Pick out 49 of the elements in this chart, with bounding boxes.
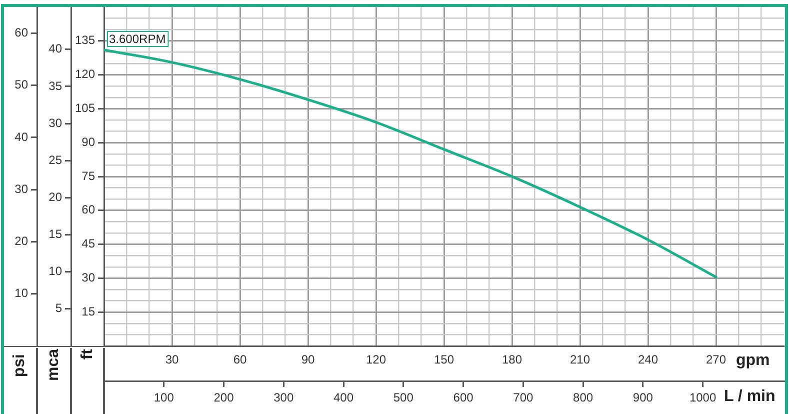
- x2-tick-label: 700: [513, 390, 534, 405]
- y-tick-label: 135: [74, 33, 96, 48]
- y2-tick-label: 30: [48, 116, 62, 130]
- y-tick-label: 105: [74, 101, 96, 116]
- y2-tick-label: 25: [48, 152, 62, 167]
- x-axis-title: gpm: [736, 352, 770, 369]
- x-tick-label: 210: [570, 352, 590, 367]
- y-tick-label: 45: [82, 236, 96, 251]
- y2-tick-label: 20: [48, 190, 62, 204]
- x2-axis-title: L / min: [724, 388, 776, 405]
- y-tick-label: 90: [82, 134, 96, 149]
- x2-tick-label: 400: [334, 390, 354, 405]
- x-tick-label: 30: [165, 352, 179, 367]
- line-series: [104, 48, 718, 278]
- x-tick-label: 60: [233, 352, 247, 367]
- y-axis-title: ft: [79, 349, 96, 360]
- y3-tick-label: 60: [14, 26, 28, 40]
- y3-tick-label: 30: [14, 182, 28, 196]
- y2-tick-label: 15: [48, 227, 62, 242]
- y-tick-label: 120: [74, 67, 96, 82]
- x2-tick-label: 200: [214, 390, 234, 405]
- x-tick-label: 180: [502, 352, 522, 367]
- y2-axis-title: mca: [45, 349, 62, 382]
- y2-tick-label: 5: [55, 301, 62, 316]
- x2-tick-label: 900: [632, 390, 654, 405]
- y-tick-label: 60: [82, 202, 96, 217]
- y-tick-label: 30: [82, 270, 96, 285]
- x2-tick-label: 800: [573, 390, 594, 405]
- x-tick-label: 240: [638, 352, 658, 367]
- x2-tick-label: 600: [453, 390, 474, 405]
- x-tick-label: 120: [366, 352, 386, 367]
- y3-tick-label: 20: [14, 234, 28, 248]
- y3-tick-label: 40: [14, 130, 28, 144]
- x-tick-label: 270: [706, 352, 726, 367]
- y-tick-label: 15: [82, 304, 96, 318]
- x2-tick-label: 1000: [689, 390, 716, 405]
- y3-tick-label: 10: [14, 286, 28, 300]
- y3-tick-label: 50: [14, 78, 28, 92]
- y2-tick-label: 10: [48, 264, 62, 278]
- y2-tick-label: 35: [48, 78, 62, 93]
- y2-tick-label: 40: [48, 42, 62, 56]
- y-tick-label: 75: [82, 168, 96, 183]
- x2-tick-label: 500: [393, 390, 414, 405]
- x2-tick-label: 300: [274, 390, 294, 405]
- x2-tick-label: 100: [154, 390, 174, 405]
- x-tick-label: 90: [301, 352, 315, 367]
- y3-axis-title: psi: [11, 354, 28, 378]
- x-tick-label: 150: [434, 352, 454, 367]
- series-label: 3.600RPM: [109, 32, 166, 46]
